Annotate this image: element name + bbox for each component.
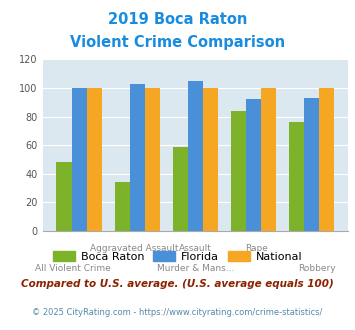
Bar [231, 111, 246, 231]
Text: Violent Crime Comparison: Violent Crime Comparison [70, 35, 285, 50]
Bar [130, 84, 145, 231]
Bar [173, 147, 188, 231]
Text: Compared to U.S. average. (U.S. average equals 100): Compared to U.S. average. (U.S. average … [21, 279, 334, 289]
Bar [246, 99, 261, 231]
Bar [261, 88, 276, 231]
Text: Assault: Assault [179, 244, 212, 253]
Text: Aggravated Assault: Aggravated Assault [90, 244, 179, 253]
Bar [319, 88, 334, 231]
Legend: Boca Raton, Florida, National: Boca Raton, Florida, National [48, 247, 307, 266]
Text: Robbery: Robbery [299, 264, 336, 273]
Text: © 2025 CityRating.com - https://www.cityrating.com/crime-statistics/: © 2025 CityRating.com - https://www.city… [32, 308, 323, 316]
Bar [203, 88, 218, 231]
Bar [188, 81, 203, 231]
Bar [289, 122, 304, 231]
Bar [115, 182, 130, 231]
Bar [56, 162, 72, 231]
Bar [304, 98, 319, 231]
Bar [87, 88, 102, 231]
Bar [145, 88, 160, 231]
Text: Murder & Mans...: Murder & Mans... [157, 264, 234, 273]
Bar [72, 88, 87, 231]
Text: All Violent Crime: All Violent Crime [35, 264, 111, 273]
Text: 2019 Boca Raton: 2019 Boca Raton [108, 12, 247, 26]
Text: Rape: Rape [245, 244, 268, 253]
